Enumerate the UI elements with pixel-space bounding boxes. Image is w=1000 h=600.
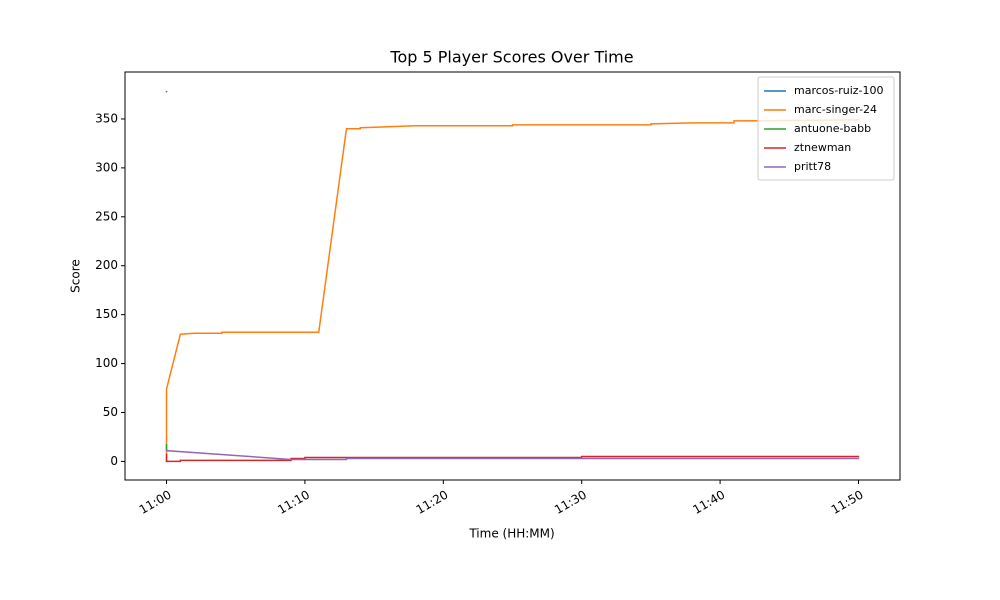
y-tick-label: 150: [95, 307, 118, 321]
y-tick-label: 200: [95, 258, 118, 272]
series-line: [165, 119, 860, 463]
y-tick-label: 350: [95, 111, 118, 125]
legend-label: ztnewman: [794, 141, 851, 154]
legend-label: marc-singer-24: [794, 103, 877, 116]
series-line: [165, 453, 860, 463]
x-axis-label: Time (HH:MM): [468, 527, 554, 541]
plot-frame: [124, 71, 901, 481]
y-tick-label: 50: [103, 405, 118, 419]
y-tick-label: 250: [95, 209, 118, 223]
y-axis-label: Score: [69, 259, 83, 293]
legend-label: antuone-babb: [794, 122, 871, 135]
y-tick-label: 0: [110, 454, 118, 468]
chart-title: Top 5 Player Scores Over Time: [389, 48, 633, 67]
y-tick-label: 100: [95, 356, 118, 370]
series-line: [165, 449, 860, 461]
legend-label: pritt78: [794, 160, 831, 173]
y-tick-label: 300: [95, 160, 118, 174]
legend-label: marcos-ruiz-100: [794, 84, 884, 97]
legend-box: [757, 76, 895, 181]
